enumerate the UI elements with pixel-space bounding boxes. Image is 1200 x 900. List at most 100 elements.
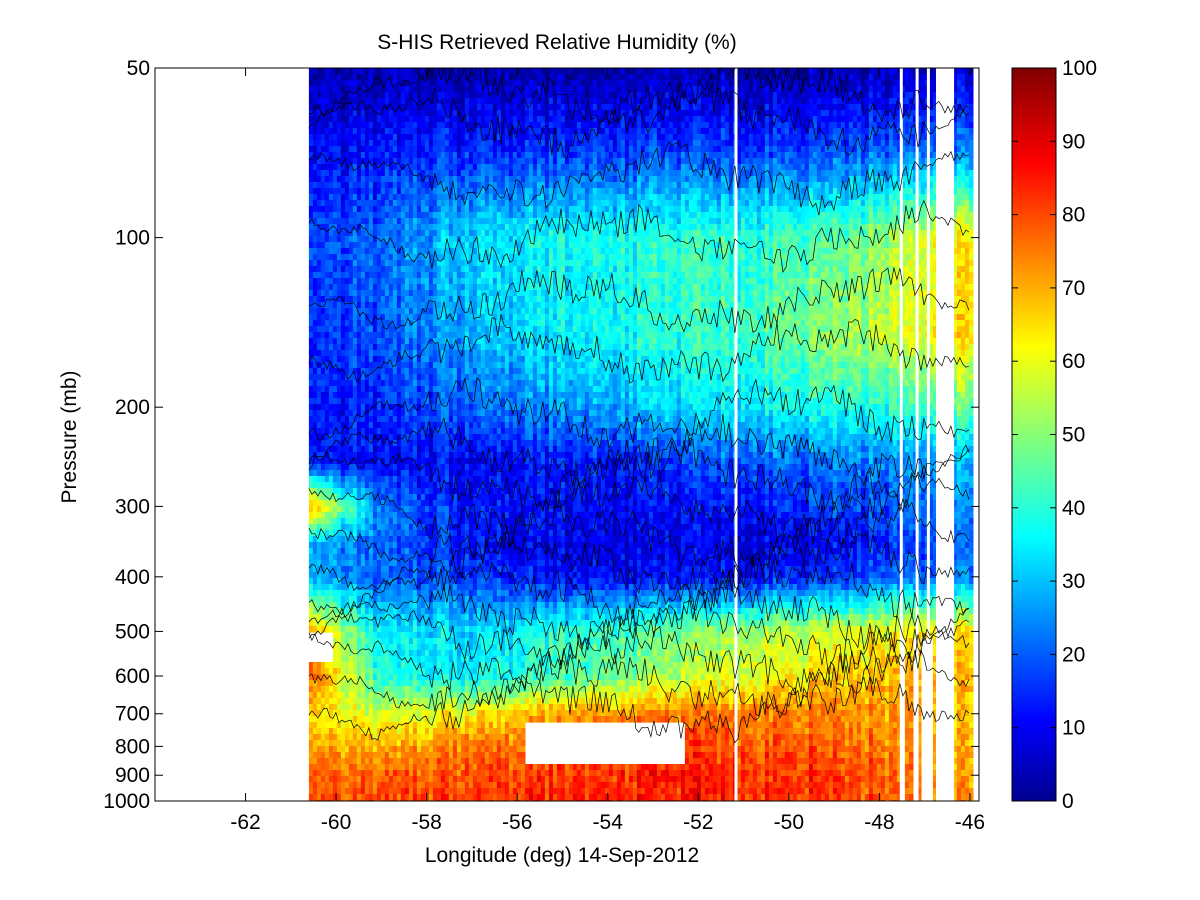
- heatmap-cell: [444, 392, 450, 399]
- heatmap-cell: [324, 710, 330, 717]
- heatmap-cell: [312, 128, 318, 135]
- heatmap-cell: [360, 602, 366, 609]
- heatmap-cell: [436, 230, 442, 237]
- heatmap-cell: [368, 620, 374, 627]
- heatmap-cell: [424, 662, 430, 669]
- heatmap-cell: [348, 380, 354, 387]
- heatmap-cell: [328, 626, 334, 633]
- heatmap-cell: [340, 248, 346, 255]
- heatmap-cell: [444, 302, 450, 309]
- heatmap-cell: [464, 494, 470, 501]
- heatmap-cell: [436, 314, 442, 321]
- heatmap-cell: [332, 152, 338, 159]
- heatmap-cell: [444, 398, 450, 405]
- heatmap-cell: [448, 254, 454, 261]
- heatmap-cell: [404, 344, 410, 351]
- heatmap-cell: [464, 368, 470, 375]
- heatmap-cell: [320, 728, 326, 735]
- heatmap-cell: [332, 104, 338, 111]
- heatmap-cell: [432, 272, 438, 279]
- heatmap-cell: [332, 458, 338, 465]
- heatmap-cell: [316, 758, 322, 765]
- heatmap-cell: [392, 482, 398, 489]
- heatmap-cell: [464, 98, 470, 105]
- heatmap-cell: [352, 398, 358, 405]
- heatmap-cell: [328, 476, 334, 483]
- heatmap-cell: [464, 764, 470, 771]
- heatmap-cell: [360, 104, 366, 111]
- heatmap-cell: [344, 212, 350, 219]
- heatmap-cell: [444, 374, 450, 381]
- heatmap-cell: [308, 482, 314, 489]
- heatmap-cell: [436, 458, 442, 465]
- heatmap-cell: [336, 80, 342, 87]
- heatmap-cell: [460, 500, 466, 507]
- heatmap-cell: [340, 392, 346, 399]
- heatmap-cell: [348, 386, 354, 393]
- heatmap-cell: [348, 134, 354, 141]
- heatmap-cell: [408, 674, 414, 681]
- heatmap-cell: [436, 146, 442, 153]
- heatmap-cell: [412, 764, 418, 771]
- heatmap-cell: [428, 212, 434, 219]
- heatmap-cell: [404, 134, 410, 141]
- heatmap-cell: [392, 170, 398, 177]
- heatmap-cell: [336, 530, 342, 537]
- heatmap-cell: [308, 164, 314, 171]
- heatmap-cell: [344, 530, 350, 537]
- heatmap-cell: [368, 290, 374, 297]
- heatmap-cell: [468, 116, 474, 123]
- heatmap-cell: [428, 704, 434, 711]
- heatmap-cell: [348, 188, 354, 195]
- heatmap-cell: [464, 608, 470, 615]
- heatmap-cell: [384, 530, 390, 537]
- heatmap-cell: [368, 578, 374, 585]
- heatmap-cell: [416, 542, 422, 549]
- heatmap-cell: [416, 152, 422, 159]
- heatmap-cell: [356, 380, 362, 387]
- heatmap-cell: [420, 458, 426, 465]
- heatmap-cell: [340, 176, 346, 183]
- heatmap-cell: [460, 170, 466, 177]
- heatmap-cell: [336, 314, 342, 321]
- heatmap-cell: [320, 668, 326, 675]
- heatmap-cell: [324, 278, 330, 285]
- heatmap-cell: [468, 482, 474, 489]
- heatmap-cell: [340, 254, 346, 261]
- heatmap-cell: [340, 452, 346, 459]
- heatmap-cell: [412, 710, 418, 717]
- heatmap-cell: [428, 698, 434, 705]
- heatmap-cell: [448, 536, 454, 543]
- heatmap-cell: [396, 428, 402, 435]
- heatmap-cell: [464, 794, 470, 801]
- heatmap-cell: [400, 554, 406, 561]
- heatmap-cell: [308, 362, 314, 369]
- heatmap-cell: [408, 104, 414, 111]
- heatmap-cell: [372, 344, 378, 351]
- heatmap-cell: [452, 80, 458, 87]
- heatmap-cell: [412, 170, 418, 177]
- heatmap-cell: [396, 254, 402, 261]
- heatmap-cell: [420, 464, 426, 471]
- heatmap-cell: [320, 80, 326, 87]
- heatmap-cell: [384, 446, 390, 453]
- heatmap-cell: [412, 446, 418, 453]
- heatmap-cell: [324, 116, 330, 123]
- heatmap-cell: [356, 200, 362, 207]
- heatmap-cell: [396, 266, 402, 273]
- heatmap-cell: [384, 734, 390, 741]
- heatmap-cell: [336, 434, 342, 441]
- heatmap-cell: [340, 572, 346, 579]
- heatmap-cell: [376, 500, 382, 507]
- heatmap-cell: [312, 398, 318, 405]
- heatmap-cell: [348, 716, 354, 723]
- heatmap-cell: [456, 632, 462, 639]
- heatmap-cell: [432, 362, 438, 369]
- heatmap-cell: [312, 284, 318, 291]
- heatmap-cell: [328, 230, 334, 237]
- heatmap-cell: [404, 158, 410, 165]
- heatmap-cell: [408, 326, 414, 333]
- heatmap-cell: [316, 602, 322, 609]
- heatmap-cell: [436, 236, 442, 243]
- heatmap-cell: [320, 290, 326, 297]
